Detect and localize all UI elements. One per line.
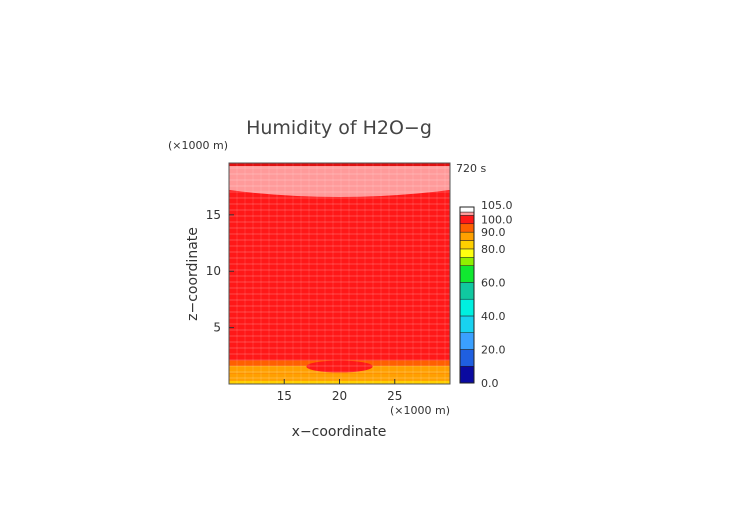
- field-band-4: [229, 353, 450, 361]
- colorbar-tick-label-2: 40.0: [481, 310, 506, 323]
- field-bulk: [229, 163, 450, 384]
- y-tick-label-1: 10: [206, 264, 221, 278]
- y-unit-label: (×1000 m): [168, 139, 228, 152]
- colorbar-level-13: [459, 211, 475, 216]
- field-top-dome: [229, 163, 450, 198]
- colorbar-tick-label-7: 105.0: [481, 199, 513, 212]
- colorbar-tick-label-5: 90.0: [481, 226, 506, 239]
- y-axis-label: z−coordinate: [185, 227, 201, 321]
- colorbar-level-9: [459, 240, 475, 250]
- field-lens: [306, 360, 373, 373]
- axes: 15 20 25 5 10 15: [206, 162, 451, 403]
- chart-title: Humidity of H2O−g: [246, 117, 432, 139]
- colorbar-level-3: [459, 315, 475, 333]
- plot-area: [229, 163, 450, 384]
- colorbar-tick-label-0: 0.0: [481, 377, 499, 390]
- colorbar-level-1: [459, 349, 475, 367]
- colorbar-frame: [459, 206, 475, 384]
- colorbar-level-14: [459, 206, 475, 213]
- colorbar-level-11: [459, 223, 475, 233]
- field-top-edge: [229, 163, 450, 166]
- colorbar-level-5: [459, 282, 475, 300]
- colorbar-level-2: [459, 332, 475, 350]
- colorbar-tick-label-3: 60.0: [481, 276, 506, 289]
- x-unit-label: (×1000 m): [390, 404, 450, 417]
- colorbar-tick-label-4: 80.0: [481, 243, 506, 256]
- colorbar-level-7: [459, 257, 475, 266]
- colorbar-level-8: [459, 248, 475, 258]
- colorbar-level-0: [459, 365, 475, 384]
- colorbar-tick-label-1: 20.0: [481, 343, 506, 356]
- colorbar-level-4: [459, 298, 475, 317]
- y-tick-label-0: 5: [213, 321, 221, 335]
- x-tick-label-2: 25: [387, 389, 402, 403]
- colorbar-level-6: [459, 265, 475, 283]
- x-tick-label-0: 15: [277, 389, 292, 403]
- field-band-1: [229, 373, 450, 381]
- colorbar-tick-label-6: 100.0: [481, 213, 513, 226]
- x-tick-label-1: 20: [332, 389, 347, 403]
- colorbar-level-10: [459, 231, 475, 241]
- colorbar-level-12: [459, 215, 475, 225]
- time-label: 720 s: [456, 162, 486, 175]
- x-axis-label: x−coordinate: [292, 424, 387, 440]
- y-tick-label-2: 15: [206, 208, 221, 222]
